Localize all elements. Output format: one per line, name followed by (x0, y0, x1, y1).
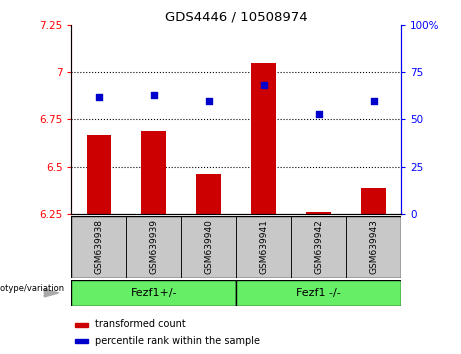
FancyBboxPatch shape (71, 216, 126, 278)
Bar (251, 63, 276, 214)
Text: transformed count: transformed count (95, 319, 185, 330)
Text: GSM639942: GSM639942 (314, 219, 323, 274)
Bar (87, 135, 111, 214)
FancyBboxPatch shape (236, 280, 401, 306)
Point (315, 111, 322, 116)
FancyBboxPatch shape (71, 280, 236, 306)
Polygon shape (44, 289, 59, 297)
Bar (361, 188, 386, 214)
Bar (75, 323, 88, 327)
Text: Fezf1+/-: Fezf1+/- (130, 288, 177, 298)
FancyBboxPatch shape (346, 216, 401, 278)
Text: GSM639941: GSM639941 (259, 219, 268, 274)
Title: GDS4446 / 10508974: GDS4446 / 10508974 (165, 11, 307, 24)
Text: genotype/variation: genotype/variation (0, 285, 65, 293)
Point (150, 92, 158, 98)
Text: GSM639938: GSM639938 (95, 219, 103, 274)
Text: GSM639940: GSM639940 (204, 219, 213, 274)
Bar (306, 212, 331, 214)
Bar (75, 339, 88, 343)
FancyBboxPatch shape (181, 216, 236, 278)
Text: GSM639939: GSM639939 (149, 219, 159, 274)
Bar (196, 175, 221, 214)
Point (260, 82, 267, 88)
Point (205, 98, 213, 103)
Text: GSM639943: GSM639943 (369, 219, 378, 274)
Point (370, 98, 377, 103)
Bar (142, 131, 166, 214)
Text: Fezf1 -/-: Fezf1 -/- (296, 288, 341, 298)
Point (95, 94, 103, 99)
FancyBboxPatch shape (236, 216, 291, 278)
Text: percentile rank within the sample: percentile rank within the sample (95, 336, 260, 346)
FancyBboxPatch shape (291, 216, 346, 278)
FancyBboxPatch shape (126, 216, 181, 278)
